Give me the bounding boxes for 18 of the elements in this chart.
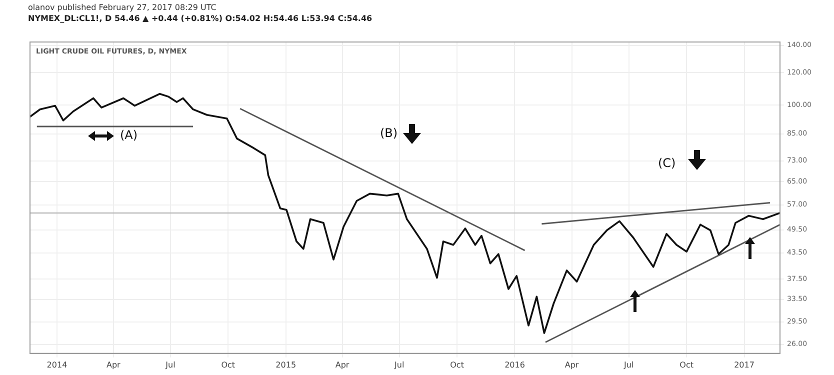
x-tick-label: Jul <box>164 360 176 370</box>
x-tick-label: 2017 <box>734 360 754 370</box>
x-tick-label: 2015 <box>276 360 296 370</box>
x-tick-label: Oct <box>680 360 694 370</box>
annotation: (B) <box>380 126 398 140</box>
x-tick-label: Apr <box>335 360 350 370</box>
x-tick-label: Jul <box>394 360 404 370</box>
annotation: (A) <box>120 128 138 142</box>
x-tick-label: Oct <box>221 360 236 370</box>
x-tick-label: Oct <box>450 360 464 370</box>
x-tick-label: 2016 <box>504 360 525 370</box>
annotation: (C) <box>658 156 676 170</box>
x-tick-label: Apr <box>106 360 122 370</box>
text: olanov published February 27, 2017 08:29 UTC <box>28 3 216 12</box>
x-tick-label: Apr <box>564 360 580 370</box>
chart-subtitle: NYMEX_DL:CL1!, D 54.46 ▲ +0.44 (+0.81%) O:54.02 H:54.46 L:53.94 C:54.46 <box>28 14 372 23</box>
x-tick-label: 2014 <box>46 360 68 370</box>
x-tick-label: Jul <box>623 360 634 370</box>
